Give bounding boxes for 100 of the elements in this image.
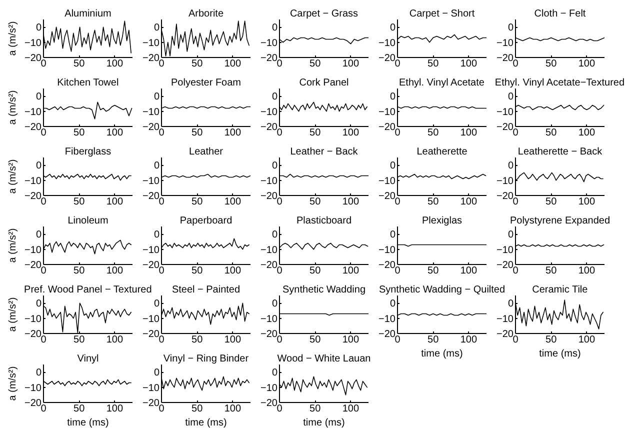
y-tick-label: −10 [496, 38, 514, 49]
y-axis-title: a (m/s²) [8, 90, 19, 125]
x-tick-label: 100 [460, 128, 478, 138]
y-tick-label: −20 [142, 398, 160, 409]
chart-title: Paperboard [180, 216, 232, 226]
chart-title: Polyester Foam [170, 78, 242, 88]
x-tick-label: 100 [342, 266, 360, 276]
y-tick-label: −10 [24, 314, 42, 325]
x-tick-label: 100 [224, 128, 242, 138]
chart-title: Steel − Painted [172, 284, 240, 296]
x-axis-title: time (ms) [539, 348, 581, 360]
chart-title: Ethyl. Vinyl Acetate−Textured [494, 78, 625, 88]
y-tick-label: −20 [260, 53, 278, 64]
y-tick-label: 0 [272, 368, 278, 379]
y-tick-label: −10 [260, 176, 278, 187]
x-tick-label: 50 [192, 404, 204, 414]
y-tick-label: −20 [24, 122, 42, 133]
y-tick-label: −10 [378, 314, 396, 325]
x-tick-label: 100 [578, 266, 596, 276]
y-tick-label: −10 [378, 244, 396, 256]
x-tick-label: 50 [310, 196, 322, 208]
chart-title: Polystyrene Expanded [510, 216, 610, 226]
y-tick-label: −10 [142, 176, 160, 187]
chart-title: Ethyl. Vinyl Acetate [399, 78, 485, 88]
chart-title: Cork Panel [299, 78, 349, 88]
y-tick-label: 0 [390, 298, 396, 310]
y-tick-label: 0 [272, 298, 278, 310]
y-tick-label: −10 [260, 314, 278, 325]
y-tick-label: 0 [272, 92, 278, 103]
y-tick-label: −20 [24, 191, 42, 202]
chart-title: Synthetic Wadding − Quilted [378, 284, 506, 296]
y-tick-label: 0 [154, 298, 160, 310]
x-tick-label: 50 [74, 334, 86, 346]
y-tick-label: −20 [24, 329, 42, 340]
chart-title: Fiberglass [64, 146, 112, 158]
y-tick-label: 0 [508, 298, 514, 310]
x-tick-label: 100 [460, 58, 478, 70]
x-tick-label: 50 [428, 334, 440, 346]
chart-title: Wood − White Lauan [277, 354, 371, 364]
y-tick-label: 0 [36, 92, 42, 103]
y-tick-label: −10 [260, 38, 278, 49]
y-tick-label: −20 [260, 398, 278, 409]
x-tick-label: 50 [192, 128, 204, 138]
y-tick-label: −10 [24, 38, 42, 49]
x-tick-label: 50 [428, 128, 440, 138]
y-tick-label: −20 [24, 260, 42, 271]
chart-title: Vinyl − Ring Binder [163, 354, 250, 364]
y-tick-label: −20 [496, 260, 514, 271]
y-tick-label: −20 [260, 191, 278, 202]
y-tick-label: −10 [260, 382, 278, 394]
y-tick-label: −10 [378, 106, 396, 118]
y-tick-label: −20 [142, 329, 160, 340]
x-tick-label: 100 [106, 128, 124, 138]
y-tick-label: −20 [496, 53, 514, 64]
x-axis-title: time (ms) [303, 418, 345, 428]
x-tick-label: 50 [428, 266, 440, 276]
y-tick-label: −20 [496, 191, 514, 202]
y-tick-label: 0 [272, 160, 278, 172]
y-tick-label: −10 [496, 106, 514, 118]
chart-title: Carpet − Short [409, 8, 475, 20]
y-tick-label: −10 [24, 176, 42, 187]
chart-title: Cloth − Felt [534, 8, 586, 20]
y-tick-label: 0 [390, 22, 396, 34]
x-axis-title: time (ms) [421, 348, 463, 360]
x-tick-label: 50 [310, 404, 322, 414]
y-tick-label: −20 [142, 53, 160, 64]
x-tick-label: 100 [106, 196, 124, 208]
y-tick-label: −10 [142, 106, 160, 118]
y-tick-label: −10 [142, 314, 160, 325]
x-tick-label: 100 [342, 404, 360, 414]
y-tick-label: 0 [508, 160, 514, 172]
x-tick-label: 100 [224, 58, 242, 70]
chart-title: Pref. Wood Panel − Textured [24, 284, 152, 296]
y-tick-label: −20 [496, 122, 514, 133]
x-tick-label: 50 [546, 334, 558, 346]
y-tick-label: −20 [24, 53, 42, 64]
y-tick-label: 0 [36, 368, 42, 379]
y-tick-label: 0 [36, 230, 42, 241]
x-tick-label: 100 [106, 58, 124, 70]
y-tick-label: −20 [378, 191, 396, 202]
y-axis-title: a (m/s²) [8, 297, 19, 332]
x-tick-label: 100 [224, 404, 242, 414]
y-tick-label: −10 [24, 106, 42, 118]
y-tick-label: −20 [378, 53, 396, 64]
y-tick-label: −20 [378, 122, 396, 133]
y-tick-label: −20 [496, 329, 514, 340]
chart-title: Plexiglas [422, 216, 462, 226]
x-tick-label: 100 [342, 334, 360, 346]
x-tick-label: 100 [342, 128, 360, 138]
x-tick-label: 50 [546, 266, 558, 276]
y-axis-title: a (m/s²) [8, 21, 19, 56]
x-tick-label: 50 [74, 196, 86, 208]
chart-title: Synthetic Wadding [282, 284, 366, 296]
x-tick-label: 100 [578, 58, 596, 70]
y-tick-label: −20 [260, 122, 278, 133]
chart-title: Plasticboard [296, 216, 352, 226]
y-tick-label: −10 [142, 38, 160, 49]
chart-title: Arborite [188, 8, 224, 20]
x-tick-label: 50 [546, 196, 558, 208]
y-tick-label: −20 [378, 329, 396, 340]
